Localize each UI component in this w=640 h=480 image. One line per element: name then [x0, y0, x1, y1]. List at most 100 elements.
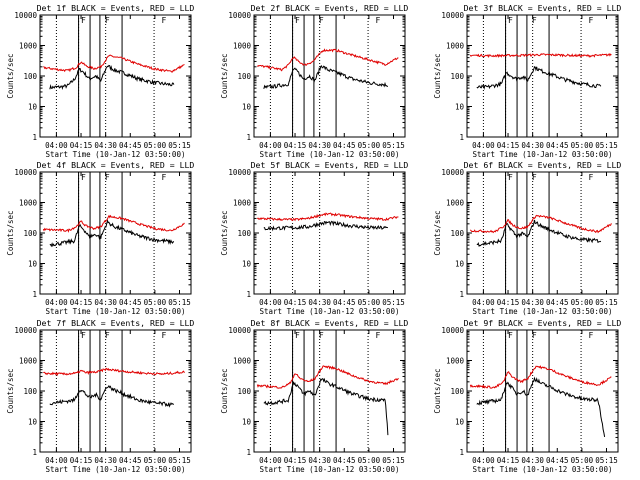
flag-label: F	[319, 16, 324, 25]
flag-label: F	[508, 173, 513, 182]
flag-label: F	[375, 331, 380, 340]
flag-label: F	[508, 331, 513, 340]
x-tick-label: 04:45	[333, 141, 356, 150]
panel-1: Det 1f BLACK = Events, RED = LLD 1 10 100 10…	[6, 3, 194, 159]
panel-title: Det 1f BLACK = Events, RED = LLD	[37, 3, 195, 13]
x-tick-label: 04:15	[497, 141, 520, 150]
y-tick-label: 10000	[14, 326, 37, 335]
y-tick-label: 1000	[19, 42, 38, 51]
x-tick-label: 05:00	[144, 456, 167, 465]
panel-title: Det 2f BLACK = Events, RED = LLD	[251, 3, 409, 13]
x-axis-label: Start Time (10-Jan-12 03:50:00)	[260, 150, 400, 159]
panel-title: Det 3f BLACK = Events, RED = LLD	[464, 3, 622, 13]
y-tick-label: 10	[455, 418, 465, 427]
events-series-line	[263, 377, 389, 436]
x-tick-label: 04:15	[70, 141, 93, 150]
x-tick-label: 04:15	[284, 298, 307, 307]
panel-7: Det 7f BLACK = Events, RED = LLD 1 10 100 10…	[6, 318, 194, 474]
x-tick-label: 04:00	[472, 141, 495, 150]
events-series-line	[476, 219, 602, 248]
y-tick-label: 1	[32, 290, 37, 299]
x-tick-label: 04:00	[45, 141, 68, 150]
y-tick-label: 100	[450, 72, 464, 81]
y-tick-label: 1000	[446, 42, 465, 51]
flag-label: F	[81, 331, 86, 340]
y-tick-label: 10	[28, 418, 38, 427]
y-axis-label: Counts/sec	[433, 368, 442, 413]
x-axis-label: Start Time (10-Jan-12 03:50:00)	[260, 465, 400, 474]
flag-label: F	[375, 16, 380, 25]
y-tick-label: 10	[242, 418, 252, 427]
flag-label: F	[81, 16, 86, 25]
flag-label: F	[588, 331, 593, 340]
panel-5: Det 5f BLACK = Events, RED = LLD 1 10 100 10…	[220, 160, 408, 316]
panel-title: Det 8f BLACK = Events, RED = LLD	[251, 318, 409, 328]
events-series-line	[49, 384, 174, 408]
y-tick-label: 10000	[228, 168, 251, 177]
x-tick-label: 05:15	[168, 456, 191, 465]
y-tick-label: 100	[450, 387, 464, 396]
flag-label: F	[161, 331, 166, 340]
y-tick-label: 100	[450, 229, 464, 238]
x-tick-label: 04:30	[94, 298, 117, 307]
x-tick-label: 04:00	[472, 298, 495, 307]
y-tick-label: 1000	[446, 357, 465, 366]
x-tick-label: 05:15	[595, 298, 618, 307]
flag-label: F	[105, 173, 110, 182]
panel-title: Det 4f BLACK = Events, RED = LLD	[37, 160, 195, 170]
x-tick-label: 04:45	[119, 141, 142, 150]
y-axis-label: Counts/sec	[433, 210, 442, 255]
x-axis-label: Start Time (10-Jan-12 03:50:00)	[473, 307, 613, 316]
x-tick-label: 05:15	[168, 141, 191, 150]
x-tick-label: 04:45	[333, 456, 356, 465]
y-tick-label: 1	[246, 290, 251, 299]
flag-label: F	[588, 173, 593, 182]
y-axis-label: Counts/sec	[220, 368, 229, 413]
y-tick-label: 10000	[228, 11, 251, 20]
x-tick-label: 05:00	[358, 298, 381, 307]
y-tick-label: 10000	[14, 11, 37, 20]
y-axis-label: Counts/sec	[6, 368, 15, 413]
x-tick-label: 04:15	[70, 298, 93, 307]
flag-label: F	[295, 16, 300, 25]
x-tick-label: 04:30	[94, 141, 117, 150]
x-tick-label: 05:00	[571, 141, 594, 150]
x-tick-label: 04:45	[546, 298, 569, 307]
x-tick-label: 04:45	[119, 456, 142, 465]
y-tick-label: 100	[237, 229, 251, 238]
x-tick-label: 04:45	[119, 298, 142, 307]
y-tick-label: 100	[23, 387, 37, 396]
y-tick-label: 10	[455, 260, 465, 269]
panel-title: Det 5f BLACK = Events, RED = LLD	[251, 160, 409, 170]
x-axis-label: Start Time (10-Jan-12 03:50:00)	[473, 150, 613, 159]
flag-label: F	[295, 331, 300, 340]
y-tick-label: 100	[237, 72, 251, 81]
x-tick-label: 04:45	[546, 456, 569, 465]
y-tick-label: 1000	[233, 42, 252, 51]
panel-6: Det 6f BLACK = Events, RED = LLD 1 10 100 10…	[433, 160, 621, 316]
x-tick-label: 04:15	[497, 298, 520, 307]
x-axis-label: Start Time (10-Jan-12 03:50:00)	[473, 465, 613, 474]
x-tick-label: 04:15	[284, 456, 307, 465]
x-tick-label: 04:30	[308, 141, 331, 150]
x-tick-label: 04:45	[546, 141, 569, 150]
panel-title: Det 7f BLACK = Events, RED = LLD	[37, 318, 195, 328]
y-tick-label: 10	[28, 103, 38, 112]
x-tick-label: 04:30	[521, 141, 544, 150]
lld-series-line	[469, 214, 612, 234]
x-axis-label: Start Time (10-Jan-12 03:50:00)	[46, 150, 186, 159]
y-axis-label: Counts/sec	[433, 53, 442, 98]
flag-label: F	[532, 173, 537, 182]
y-tick-label: 100	[23, 229, 37, 238]
y-tick-label: 10000	[228, 326, 251, 335]
flag-label: F	[532, 16, 537, 25]
y-tick-label: 1	[459, 290, 464, 299]
x-tick-label: 05:15	[595, 456, 618, 465]
y-tick-label: 1	[246, 448, 251, 457]
x-tick-label: 05:00	[144, 298, 167, 307]
y-tick-label: 1	[246, 133, 251, 142]
x-tick-label: 04:00	[259, 456, 282, 465]
lld-series-line	[256, 365, 399, 389]
y-axis-label: Counts/sec	[220, 210, 229, 255]
